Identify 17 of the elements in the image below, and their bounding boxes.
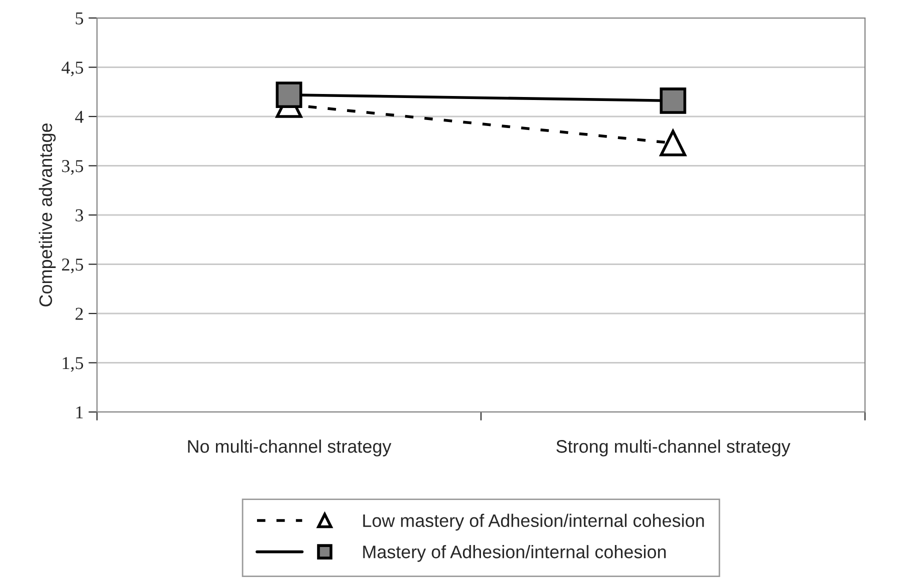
y-axis-title: Competitive advantage <box>38 123 56 306</box>
point <box>660 88 686 114</box>
y-tick-label: 3 <box>76 209 84 222</box>
legend-label: Low mastery of Adhesion/internal cohesion <box>363 514 704 531</box>
y-tick-label: 4,5 <box>62 62 84 76</box>
legend-label: Mastery of Adhesion/internal cohesion <box>363 545 666 562</box>
y-tick-label: 2 <box>76 308 83 320</box>
y-tick-label: 2,5 <box>62 258 84 274</box>
y-tick-label: 5 <box>76 12 84 24</box>
y-tick-label: 4 <box>75 110 84 123</box>
y-tick-label: 1 <box>76 406 83 418</box>
y-tick-label: 1,5 <box>62 357 84 372</box>
x-tick-label: Strong multi-channel strategy <box>556 440 790 456</box>
y-tick-label: 3,5 <box>62 160 84 175</box>
point <box>276 82 302 108</box>
point <box>660 130 686 156</box>
x-tick-label: No multi-channel strategy <box>188 440 392 456</box>
